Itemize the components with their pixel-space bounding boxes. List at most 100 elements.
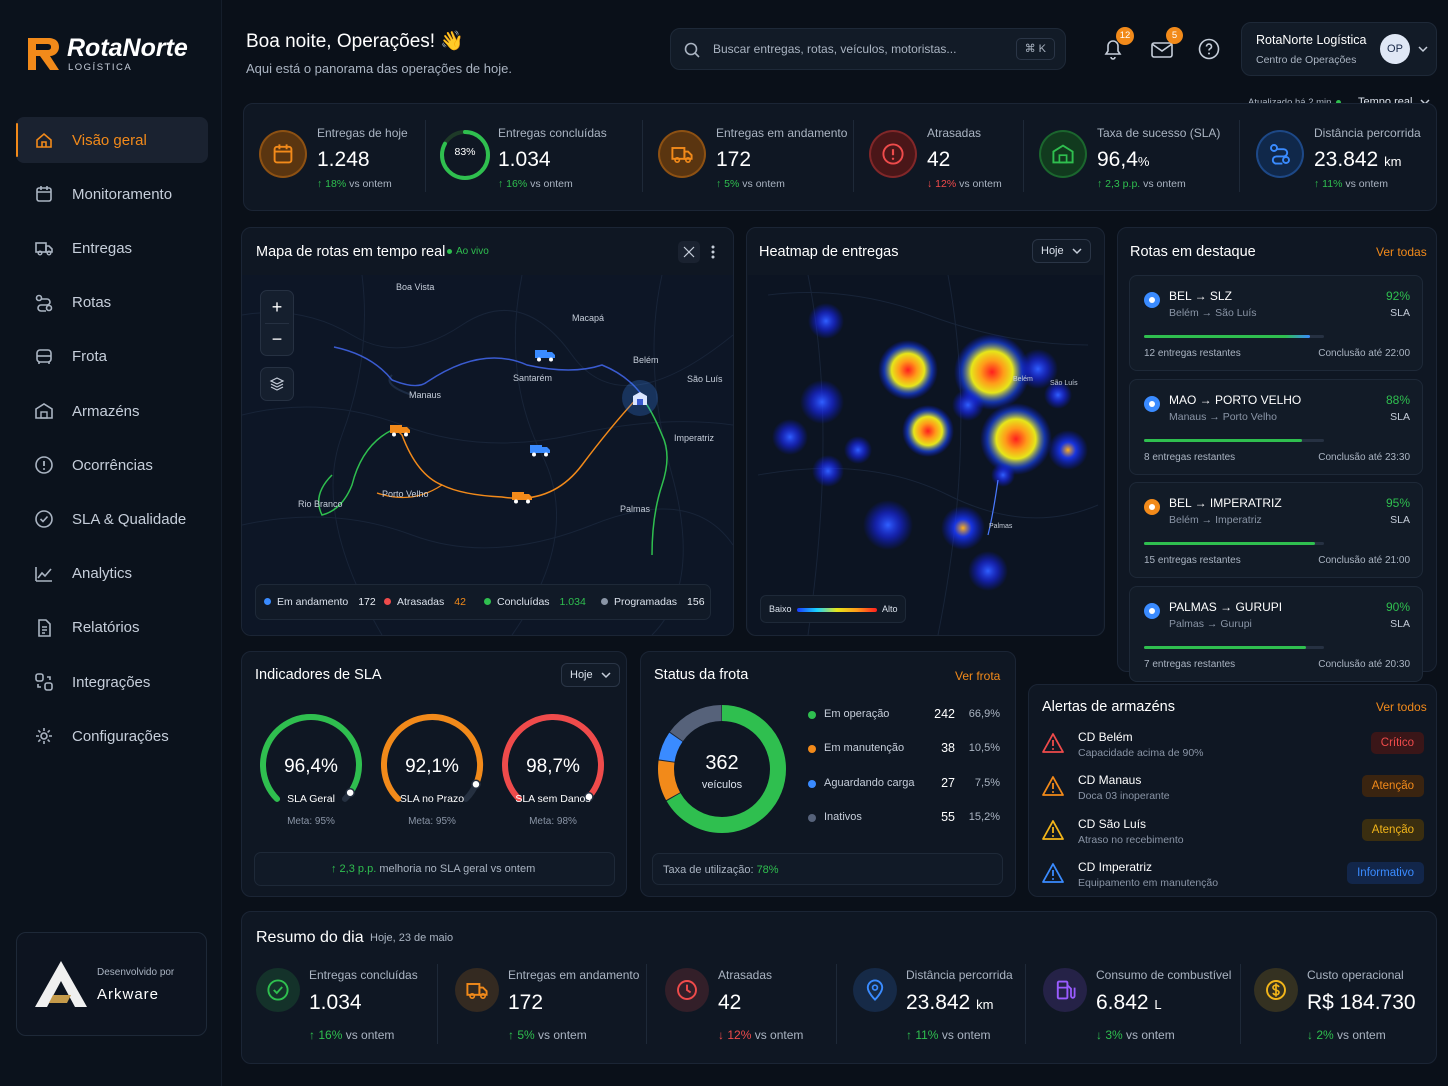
nav-item-analytics[interactable]: Analytics (16, 551, 208, 597)
more-vertical-icon (711, 245, 715, 259)
gear-icon (34, 726, 54, 746)
search-input[interactable]: Buscar entregas, rotas, veículos, motori… (670, 28, 1066, 70)
legend-count: 42 (454, 596, 466, 608)
kpi-change-vs: vs ontem (1143, 178, 1186, 190)
warehouse-marker[interactable] (622, 380, 658, 416)
route-card[interactable]: BEL → IMPERATRIZ Belém → Imperatriz 95% SLA… (1129, 482, 1423, 578)
route-progress (1144, 645, 1324, 649)
expand-button[interactable] (678, 241, 700, 263)
route-eta: Conclusão até 21:00 (1318, 555, 1410, 566)
kpi-number: 42 (927, 148, 951, 171)
more-button[interactable] (704, 241, 722, 263)
warning-triangle-icon (1042, 862, 1064, 884)
summary-change-vs: vs ontem (1126, 1028, 1175, 1042)
nav-label: SLA & Qualidade (72, 510, 187, 528)
truck-icon (390, 425, 410, 437)
calendar-icon (259, 130, 307, 178)
route-card[interactable]: PALMAS → GURUPI Palmas → Gurupi 90% SLA 7 en… (1129, 585, 1423, 682)
kpi-card: 83% Entregas concluídas 1.034 ↑ 16% vs onte… (440, 118, 615, 198)
truck-icon (530, 445, 550, 457)
route-remaining: 8 entregas restantes (1144, 451, 1236, 463)
nav-item-relat-rios[interactable]: Relatórios (16, 605, 208, 651)
warning-triangle-icon (1042, 819, 1064, 841)
gauge-meta: Meta: 98% (529, 816, 577, 827)
zoom-out-button[interactable]: − (271, 329, 283, 349)
gauge-value: 92,1% (405, 756, 459, 777)
kpi-card: Atrasadas 42 ↓ 12% vs ontem (869, 118, 1044, 198)
heatmap-period-select[interactable]: Hoje (1032, 239, 1091, 263)
arrow-down-icon: ↓ (927, 178, 936, 190)
fleet-see-link[interactable]: Ver frota (955, 669, 1001, 683)
map-title: Mapa de rotas em tempo real (256, 244, 446, 260)
route-eta: Conclusão até 22:00 (1318, 348, 1410, 359)
alert-description: Capacidade acima de 90% (1078, 747, 1204, 759)
kpi-number: 1.034 (498, 148, 551, 171)
nav-item-configura-es[interactable]: Configurações (16, 713, 208, 759)
legend-dot (808, 813, 816, 822)
zoom-in-button[interactable]: + (271, 297, 283, 317)
nav-item-vis-o-geral[interactable]: Visão geral (16, 117, 208, 163)
truck-marker[interactable] (389, 423, 411, 437)
route-percent: 92% (1385, 289, 1410, 303)
sla-gauge: 92,1% SLA no Prazo Meta: 95% (377, 710, 487, 840)
route-map[interactable]: Boa Vista Macapá Belém Santarém São Luís… (242, 275, 733, 635)
warning-triangle-icon (1042, 732, 1064, 754)
fleet-title: Status da frota (654, 667, 749, 683)
nav-item-ocorr-ncias[interactable]: Ocorrências (16, 442, 208, 488)
help-button[interactable] (1197, 37, 1221, 61)
route-eta: Conclusão até 20:30 (1318, 658, 1410, 670)
summary-value: 1.034 (309, 991, 362, 1015)
summary-change-value: 2% (1316, 1028, 1334, 1042)
route-card[interactable]: MAO → PORTO VELHO Manaus → Porto Velho 88%… (1129, 378, 1423, 475)
summary-change-vs: vs ontem (941, 1028, 991, 1042)
warehouse-alert[interactable]: CD Manaus Doca 03 inoperante Atenção (1042, 771, 1424, 811)
brand-name: RotaNorte (67, 34, 188, 62)
nav-item-armaz-ns[interactable]: Armazéns (16, 388, 208, 434)
location-pin-icon (1144, 602, 1160, 619)
summary-change-value: 12% (727, 1028, 752, 1042)
summary-number: R$ 184.730 (1307, 991, 1416, 1014)
gauge-label: SLA no Prazo (399, 793, 465, 805)
search-icon (684, 42, 700, 58)
nav-item-integra-es[interactable]: Integrações (16, 659, 208, 705)
summary-label: Distância percorrida (906, 968, 1013, 982)
route-sla-label: SLA (1390, 514, 1410, 526)
nav-item-rotas[interactable]: Rotas (16, 280, 208, 326)
chevron-down-icon (1418, 46, 1428, 53)
notifications-button[interactable]: 12 (1100, 27, 1134, 62)
summary-change: ↑ 16% vs ontem (309, 1028, 394, 1042)
heatmap[interactable]: Belém São Luís Palmas Baixo Alto (748, 275, 1103, 635)
account-menu[interactable]: RotaNorte Logística Centro de Operações … (1241, 22, 1437, 76)
legend-dot (264, 598, 271, 605)
routes-title: Rotas em destaque (1130, 244, 1256, 260)
nav-item-monitoramento[interactable]: Monitoramento (16, 171, 208, 217)
city-label: Porto Velho (382, 489, 429, 499)
sla-period-select[interactable]: Hoje (561, 663, 620, 687)
truck-marker[interactable] (534, 348, 556, 362)
routes-see-all-link[interactable]: Ver todas (1376, 245, 1427, 259)
summary-card: Entregas concluídas 1.034 ↑ 16% vs ontem (256, 960, 436, 1050)
kpi-label: Atrasadas (927, 126, 982, 140)
clock-icon (665, 968, 709, 1012)
warehouse-alert[interactable]: CD São Luís Atraso no recebimento Atenção (1042, 815, 1424, 855)
progress-ring (438, 128, 492, 182)
truck-icon (535, 350, 555, 362)
truck-icon (455, 968, 499, 1012)
route-card[interactable]: BEL → SLZ Belém → São Luís 92% SLA 12 entreg… (1129, 275, 1423, 371)
alerts-see-all-link[interactable]: Ver todos (1376, 700, 1427, 714)
nav-label: Relatórios (72, 619, 140, 637)
nav-item-entregas[interactable]: Entregas (16, 225, 208, 271)
route-name: Manaus → Porto Velho (1169, 410, 1277, 423)
truck-marker[interactable] (511, 490, 533, 504)
truck-marker[interactable] (529, 443, 551, 457)
warehouse-alert[interactable]: CD Belém Capacidade acima de 90% Crítico (1042, 728, 1424, 768)
arrow-up-icon: ↑ (1097, 178, 1106, 190)
divider (836, 964, 837, 1044)
warehouse-alert[interactable]: CD Imperatriz Equipamento em manutenção In… (1042, 858, 1424, 898)
messages-button[interactable]: 5 (1149, 27, 1183, 63)
layers-button[interactable] (260, 367, 294, 401)
nav-item-frota[interactable]: Frota (16, 334, 208, 380)
city-label: Rio Branco (298, 499, 343, 509)
nav-item-sla-qualidade[interactable]: SLA & Qualidade (16, 496, 208, 542)
kpi-label: Entregas de hoje (317, 126, 408, 140)
